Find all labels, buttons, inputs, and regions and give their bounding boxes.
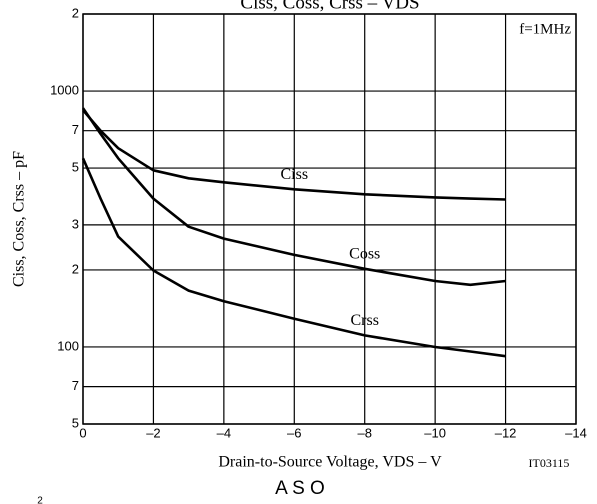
next-chart-tick: 2: [37, 496, 43, 504]
y-tick-label: 2: [72, 261, 79, 276]
y-tick-label: 1000: [50, 82, 79, 97]
x-tick-label: –12: [495, 425, 517, 440]
x-axis-label: Drain-to-Source Voltage, VDS – V: [218, 454, 442, 471]
x-tick-label: –10: [424, 425, 446, 440]
series-label: Crss: [350, 312, 378, 329]
x-tick-label: 0: [79, 425, 86, 440]
x-tick-label: –14: [565, 425, 587, 440]
series-line: [81, 107, 506, 287]
y-tick-label: 7: [72, 122, 79, 137]
frequency-note: f=1MHz: [519, 21, 571, 37]
series-line: [81, 157, 506, 358]
series-label: Coss: [349, 245, 380, 262]
x-tick-label: –8: [357, 425, 371, 440]
plot-frame: [82, 13, 577, 425]
y-tick-label: 2: [72, 5, 79, 20]
y-tick-label: 100: [57, 338, 79, 353]
y-tick-label: 3: [72, 216, 79, 231]
y-tick-label: 5: [72, 160, 79, 175]
series-line: [82, 109, 506, 201]
y-tick-label: 5: [72, 415, 79, 430]
chart-title: Ciss, Coss, Crss – VDS: [240, 0, 419, 13]
series-label: Ciss: [280, 166, 308, 183]
x-tick-label: –2: [146, 425, 160, 440]
x-tick-label: –6: [287, 425, 301, 440]
y-axis-label: Ciss, Coss, Crss – pF: [11, 151, 28, 287]
x-tick-label: –4: [217, 425, 231, 440]
y-tick-label: 7: [72, 378, 79, 393]
next-chart-title: A S O: [275, 478, 325, 499]
figure-id: IT03115: [529, 456, 570, 470]
